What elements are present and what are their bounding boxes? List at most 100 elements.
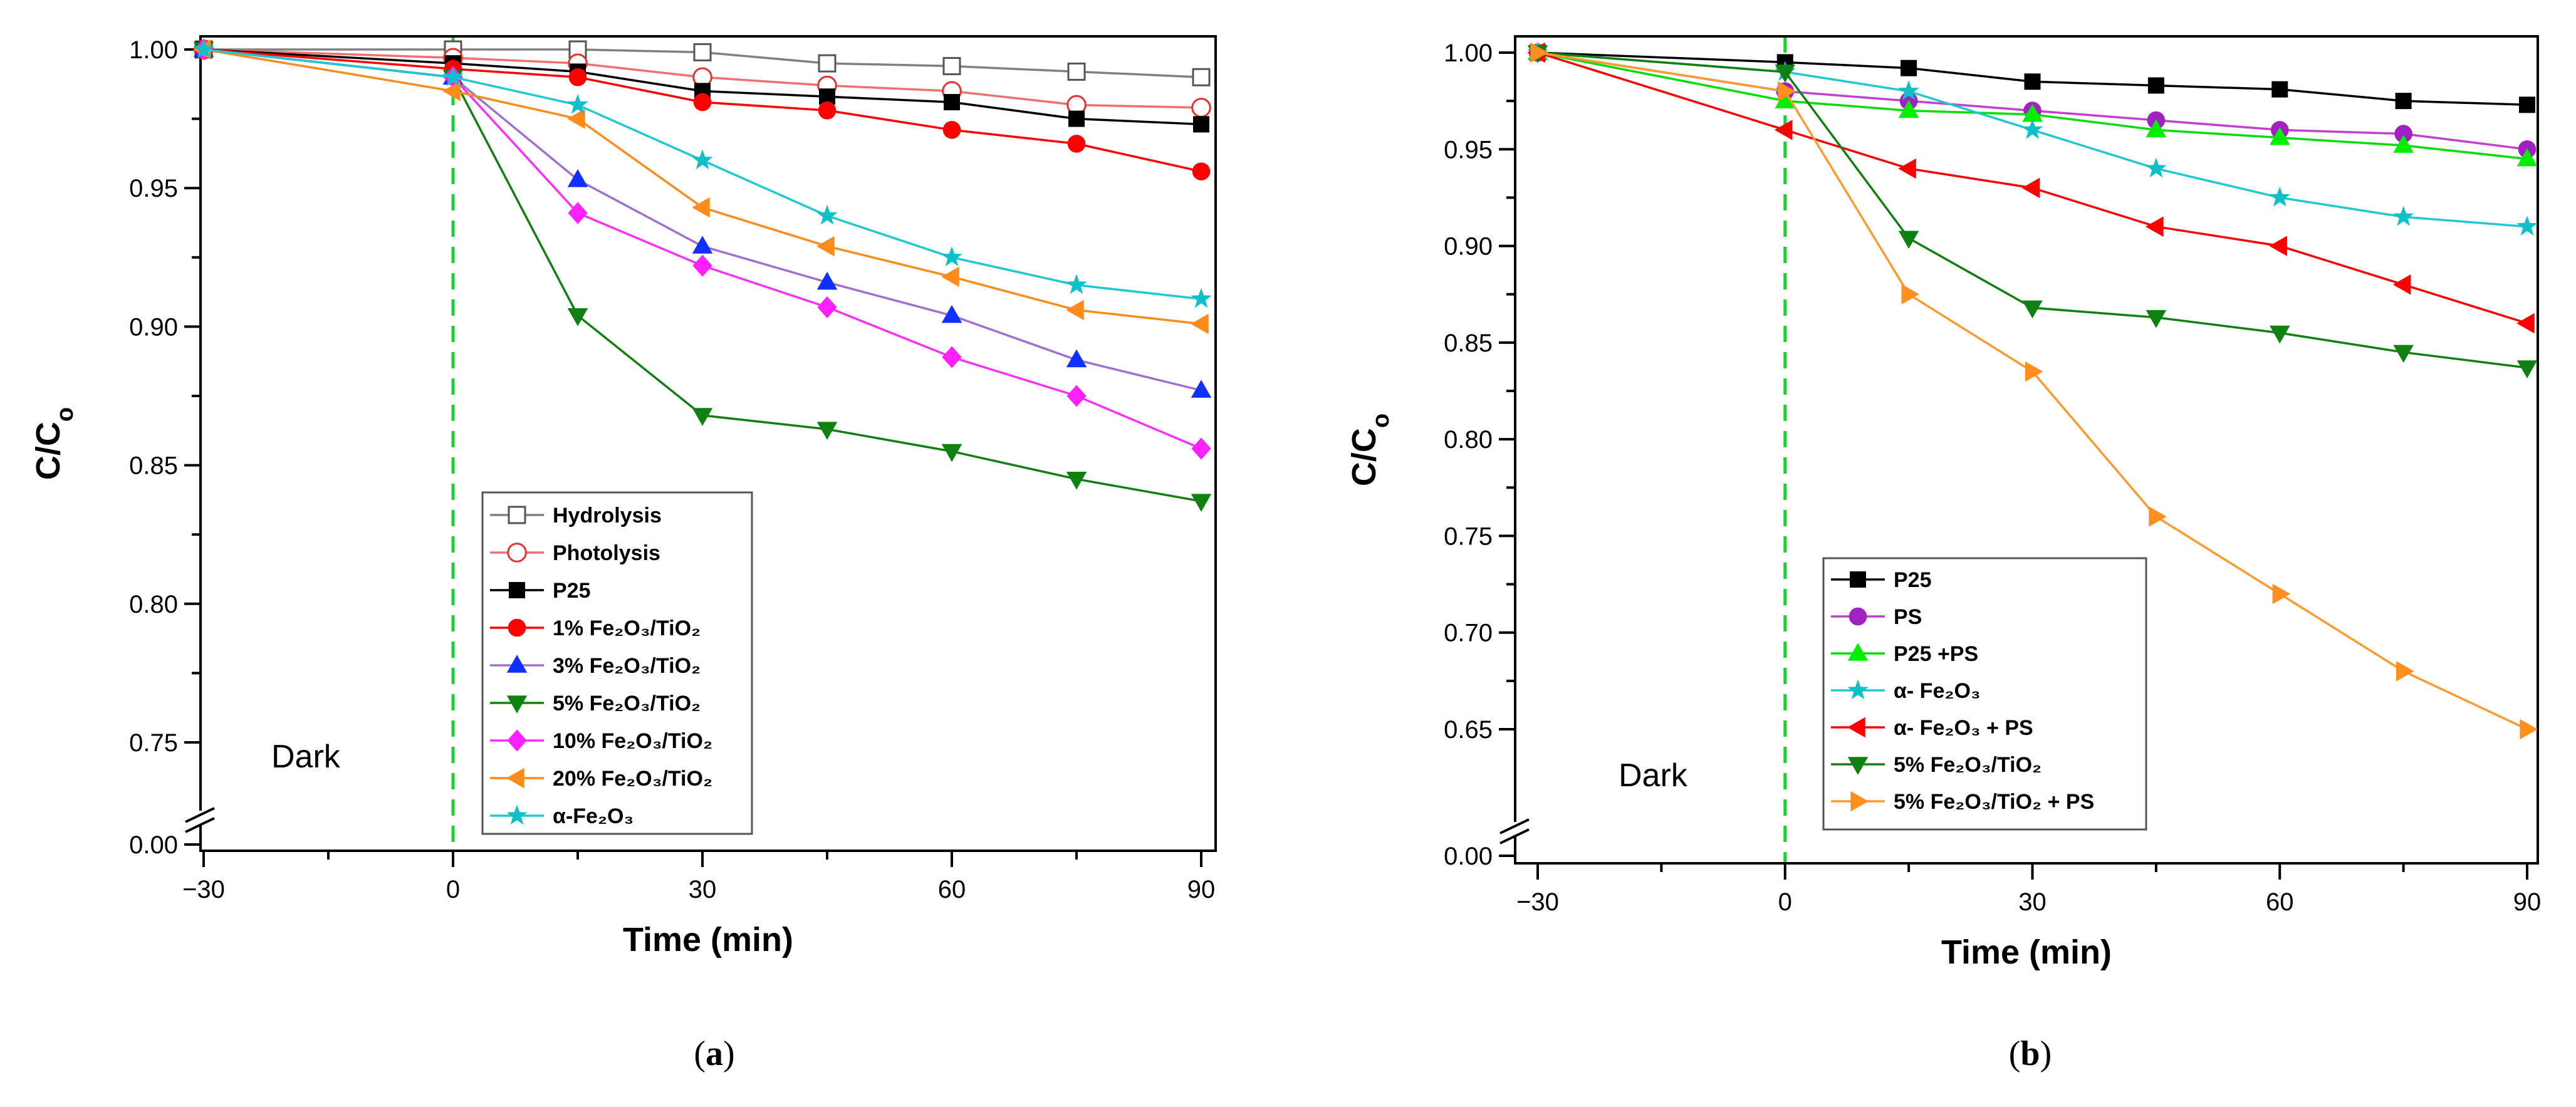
y-axis-label-sub: o [52,407,78,422]
data-point [2146,119,2167,138]
y-tick-label: 0.65 [1444,716,1493,744]
legend-label: P25 +PS [1894,642,1978,666]
data-point [442,66,464,86]
data-point [2392,274,2411,295]
legend-marker [1850,791,1869,812]
legend-label: 20% Fe₂O₃/TiO₂ [553,767,712,791]
plot-frame [199,35,1217,852]
data-point [2393,345,2414,363]
series-line [203,48,1202,126]
legend-item: 10% Fe₂O₃/TiO₂ [490,729,712,753]
data-point [2392,205,2414,226]
legend-label: 5% Fe₂O₃/TiO₂ [1894,753,2042,777]
legend-box [1822,557,2147,831]
series-0 [1530,44,2535,113]
series-line [1537,51,2528,730]
data-point [2396,661,2414,682]
data-point [1066,349,1087,368]
series-line [203,48,1202,325]
data-point [2516,148,2538,167]
legend-label: α-Fe₂O₃ [553,804,634,828]
x-tick-label: 60 [938,876,966,903]
data-point [2022,103,2043,122]
caption-open-paren: ( [2009,1034,2021,1073]
data-point [942,120,961,139]
caption-letter: b [2020,1034,2040,1073]
legend-marker [506,767,524,789]
series-line [1537,51,2528,151]
legend-marker [507,543,527,563]
legend-item: Hydrolysis [490,504,662,528]
data-point [1066,472,1087,490]
data-point [2271,81,2288,98]
data-point [2149,506,2167,527]
legend-marker [1847,717,1865,738]
data-point [692,197,710,218]
series-line [1537,51,2528,325]
data-point [941,246,962,266]
series-8 [193,38,1212,308]
data-point [816,271,838,290]
data-point [692,149,713,170]
data-point [1191,288,1212,308]
data-point [2269,236,2287,256]
legend-marker [508,506,526,524]
series-2 [1527,42,2538,167]
plot-frame [1514,35,2539,865]
panel-caption: (a) [694,1034,734,1073]
data-point [2022,300,2043,319]
data-point [692,408,713,426]
axis-break-mark [185,807,215,823]
legend-label: 1% Fe₂O₃/TiO₂ [553,616,701,640]
data-point [2025,361,2043,382]
legend-label: α- Fe₂O₃ + PS [1894,716,2033,740]
data-point [1191,98,1211,118]
legend-marker [1847,643,1869,661]
data-point [567,93,588,114]
series-5 [193,42,1212,512]
y-tick-label: 0.80 [1444,426,1493,454]
y-tick-label: 0.00 [129,831,178,859]
x-axis-label: Time (min) [623,921,793,959]
data-point [567,108,585,129]
data-point [942,57,961,76]
data-point [568,202,588,224]
legend-item: α- Fe₂O₃ [1831,679,1981,703]
data-point [567,169,588,187]
caption-letter: a [706,1034,723,1073]
legend-marker [506,655,528,673]
y-tick-label: 0.70 [1444,620,1493,647]
data-point [2516,313,2535,334]
data-point [2394,125,2412,143]
legend-marker [509,582,525,598]
data-point [2021,118,2043,139]
data-point [1775,90,1795,108]
data-point [1066,299,1084,321]
data-point [2146,310,2167,328]
legend-marker [1847,679,1869,700]
data-point [2393,135,2414,153]
data-point [816,422,838,440]
legend-label: 5% Fe₂O₃/TiO₂ + PS [1894,790,2094,814]
series-line [1537,51,2528,107]
data-point [944,94,960,111]
data-point [2270,127,2290,145]
data-point [1191,313,1209,335]
x-tick-label: 30 [689,876,717,903]
data-point [2146,157,2167,178]
y-tick-label: 0.75 [1444,522,1493,550]
axis-break-mark [1499,818,1530,834]
legend-label: P25 [1894,568,1932,592]
data-point [1068,110,1085,127]
legend-item: 1% Fe₂O₃/TiO₂ [490,616,701,640]
data-point [1901,284,1920,304]
data-point [693,93,712,112]
axis-break-gap [1503,822,1528,836]
data-point [816,204,838,225]
y-tick-label: 0.95 [129,175,178,202]
legend-item: P25 [1831,568,1932,592]
legend-item: 5% Fe₂O₃/TiO₂ + PS [1831,790,2094,814]
legend-marker [506,804,528,825]
y-axis-label-sub: o [1368,413,1394,428]
y-tick-label: 0.75 [129,729,178,757]
